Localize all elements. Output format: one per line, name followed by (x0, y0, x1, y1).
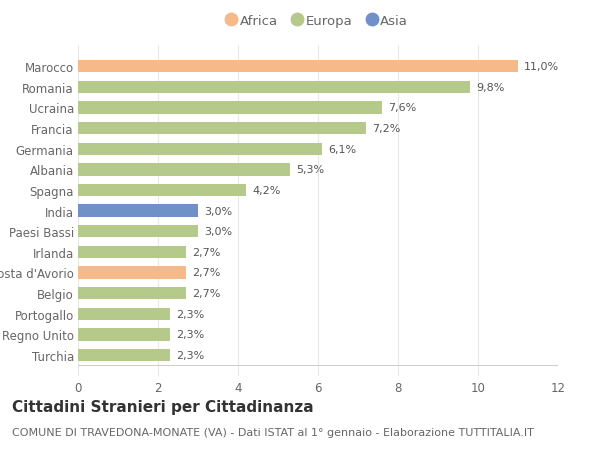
Text: 2,7%: 2,7% (192, 268, 220, 278)
Legend: Africa, Europa, Asia: Africa, Europa, Asia (223, 9, 413, 33)
Text: 3,0%: 3,0% (204, 227, 232, 237)
Bar (78, 225, 198, 238)
Text: 2,3%: 2,3% (176, 350, 204, 360)
Bar (78, 267, 186, 279)
Text: 4,2%: 4,2% (252, 185, 280, 196)
Text: 7,6%: 7,6% (388, 103, 416, 113)
Bar (78, 287, 186, 300)
Text: 2,3%: 2,3% (176, 330, 204, 340)
Bar (78, 143, 322, 156)
Bar (78, 102, 382, 114)
Bar (78, 246, 186, 258)
Bar (78, 205, 198, 217)
Bar (78, 164, 290, 176)
Bar (78, 329, 170, 341)
Text: 2,7%: 2,7% (192, 288, 220, 298)
Text: 5,3%: 5,3% (296, 165, 324, 175)
Bar (78, 185, 246, 197)
Text: 11,0%: 11,0% (524, 62, 559, 72)
Bar (78, 308, 170, 320)
Bar (78, 82, 470, 94)
Text: COMUNE DI TRAVEDONA-MONATE (VA) - Dati ISTAT al 1° gennaio - Elaborazione TUTTIT: COMUNE DI TRAVEDONA-MONATE (VA) - Dati I… (12, 427, 534, 437)
Bar (78, 123, 366, 135)
Text: Cittadini Stranieri per Cittadinanza: Cittadini Stranieri per Cittadinanza (12, 399, 314, 414)
Text: 9,8%: 9,8% (476, 83, 505, 93)
Text: 2,7%: 2,7% (192, 247, 220, 257)
Text: 3,0%: 3,0% (204, 206, 232, 216)
Text: 2,3%: 2,3% (176, 309, 204, 319)
Bar (78, 349, 170, 361)
Bar (78, 61, 518, 73)
Text: 7,2%: 7,2% (372, 124, 400, 134)
Text: 6,1%: 6,1% (328, 145, 356, 154)
